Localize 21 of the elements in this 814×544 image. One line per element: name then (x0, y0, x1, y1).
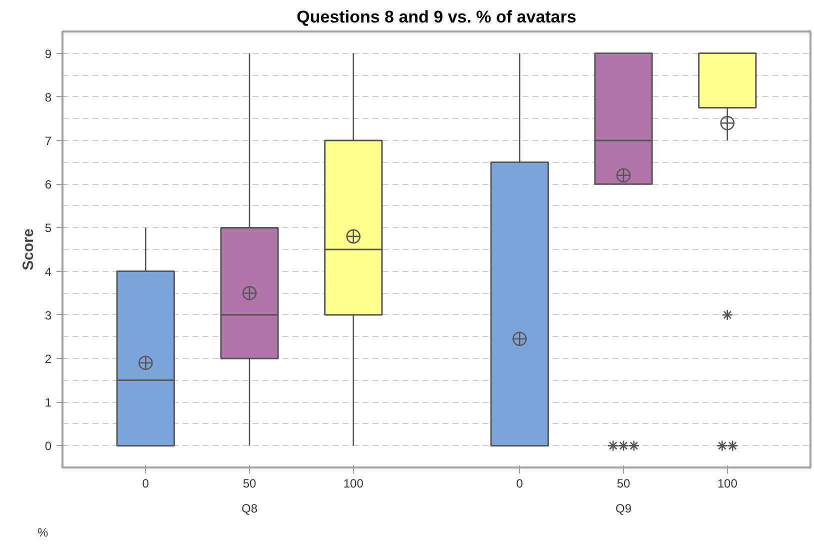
text: % (38, 526, 48, 540)
chart-title: Questions 8 and 9 vs. % of avatars (296, 8, 576, 26)
y-tick-label: 6 (44, 178, 52, 192)
y-tick-label: 7 (44, 134, 52, 148)
y-tick-label: 9 (44, 46, 52, 61)
y-tick-label: 4 (44, 264, 52, 279)
x-tick-label: 100 (717, 476, 738, 490)
y-tick-label: 3 (44, 308, 52, 322)
text: Q9 (615, 502, 632, 516)
x-tick-label: 0 (516, 476, 524, 490)
y-tick-label: 5 (44, 221, 52, 236)
y-axis-title: Score (20, 228, 37, 270)
y-tick-label: 0 (44, 439, 52, 454)
y-tick-label: 8 (44, 90, 52, 104)
x-tick-label: 50 (242, 476, 256, 490)
x-tick-label: 50 (616, 476, 630, 490)
x-tick-label: 0 (142, 476, 150, 490)
x-tick-label: 100 (343, 476, 364, 490)
text: Q8 (241, 502, 258, 516)
y-tick-label: 1 (44, 396, 52, 410)
y-tick-label: 2 (44, 352, 52, 366)
